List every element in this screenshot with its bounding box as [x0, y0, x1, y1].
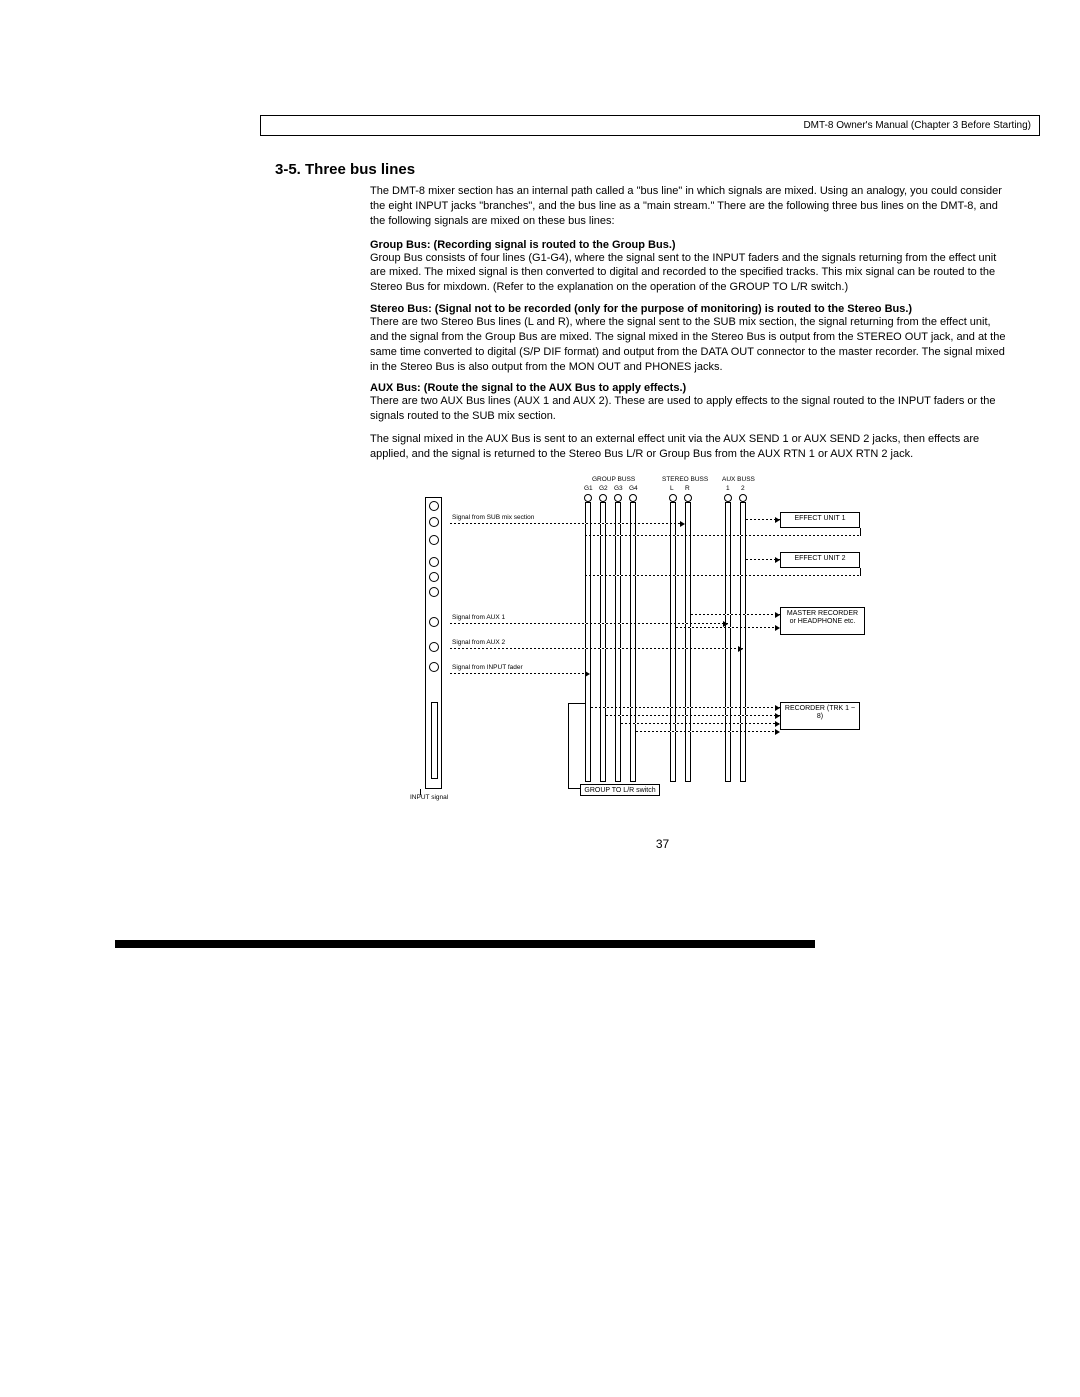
bus-lines-diagram: GROUP BUSS STEREO BUSS AUX BUSS G1 G2 G3…	[420, 477, 880, 817]
bus-bar-g3	[615, 502, 621, 782]
arrow-right-icon	[680, 521, 685, 527]
knob-icon	[429, 535, 439, 545]
section-title: 3-5. Three bus lines	[275, 161, 1050, 178]
knob-icon	[429, 517, 439, 527]
group-bus-heading: Group Bus: (Recording signal is routed t…	[370, 239, 1010, 251]
line-icon	[420, 789, 421, 795]
arrow-right-icon	[585, 671, 590, 677]
aux-bus-body2: The signal mixed in the AUX Bus is sent …	[370, 432, 1010, 462]
bus-bar-g4	[630, 502, 636, 782]
hatch-line-icon	[450, 648, 743, 649]
g4-circle-icon	[629, 494, 637, 502]
arrow-right-icon	[775, 557, 780, 563]
body-content: The DMT-8 mixer section has an internal …	[275, 184, 1050, 817]
effect-unit-1-box: EFFECT UNIT 1	[780, 512, 860, 528]
hatch-line-icon	[450, 523, 680, 524]
hatch-line-icon	[606, 715, 780, 716]
stereo-buss-label: STEREO BUSS	[662, 477, 708, 484]
hatch-line-icon	[636, 731, 780, 732]
aux-buss-label: AUX BUSS	[722, 477, 755, 484]
bus-bar-g1	[585, 502, 591, 782]
hatch-line-icon	[691, 614, 780, 615]
knob-icon	[429, 557, 439, 567]
intro-paragraph: The DMT-8 mixer section has an internal …	[370, 184, 1010, 229]
bus-bar-aux1	[725, 502, 731, 782]
line-icon	[568, 703, 585, 704]
a2-circle-icon	[739, 494, 747, 502]
arrow-right-icon	[775, 721, 780, 727]
knob-icon	[429, 572, 439, 582]
page-number: 37	[275, 837, 1050, 851]
l-circle-icon	[669, 494, 677, 502]
master-recorder-box: MASTER RECORDER or HEADPHONE etc.	[780, 607, 865, 635]
effect-unit-2-box: EFFECT UNIT 2	[780, 552, 860, 568]
g1-label: G1	[584, 486, 593, 493]
fader-icon	[431, 702, 438, 779]
bus-bar-r	[685, 502, 691, 782]
knob-icon	[429, 642, 439, 652]
group-buss-label: GROUP BUSS	[592, 477, 635, 484]
arrow-right-icon	[775, 517, 780, 523]
arrow-right-icon	[775, 705, 780, 711]
aux-bus-heading: AUX Bus: (Route the signal to the AUX Bu…	[370, 382, 1010, 394]
g2-circle-icon	[599, 494, 607, 502]
g1-circle-icon	[584, 494, 592, 502]
stereo-bus-heading: Stereo Bus: (Signal not to be recorded (…	[370, 303, 1010, 315]
arrow-right-icon	[738, 646, 743, 652]
signal-input-fader-label: Signal from INPUT fader	[452, 665, 523, 672]
hatch-line-icon	[591, 707, 780, 708]
a1-label: 1	[726, 486, 730, 493]
aux-bus-body1: There are two AUX Bus lines (AUX 1 and A…	[370, 394, 1010, 424]
hatch-line-icon	[621, 723, 780, 724]
g4-label: G4	[629, 486, 638, 493]
knob-icon	[429, 587, 439, 597]
knob-icon	[429, 617, 439, 627]
signal-sub-label: Signal from SUB mix section	[452, 515, 534, 522]
knob-icon	[429, 501, 439, 511]
hatch-line-icon	[450, 673, 590, 674]
line-icon	[860, 528, 861, 536]
r-label: R	[685, 486, 690, 493]
recorder-box: RECORDER (TRK 1 ~ 8)	[780, 702, 860, 730]
divider-bar	[115, 940, 815, 948]
line-icon	[568, 788, 580, 789]
knob-icon	[429, 662, 439, 672]
arrow-right-icon	[775, 625, 780, 631]
page-chapter-header: DMT-8 Owner's Manual (Chapter 3 Before S…	[260, 115, 1040, 136]
hatch-line-icon	[676, 627, 780, 628]
g3-label: G3	[614, 486, 623, 493]
bus-bar-l	[670, 502, 676, 782]
a2-label: 2	[741, 486, 745, 493]
manual-page: DMT-8 Owner's Manual (Chapter 3 Before S…	[0, 0, 1080, 851]
arrow-right-icon	[775, 713, 780, 719]
l-label: L	[670, 486, 674, 493]
a1-circle-icon	[724, 494, 732, 502]
arrow-right-icon	[775, 729, 780, 735]
bus-bar-aux2	[740, 502, 746, 782]
stereo-bus-body: There are two Stereo Bus lines (L and R)…	[370, 315, 1010, 374]
hatch-line-icon	[585, 535, 860, 536]
g2-label: G2	[599, 486, 608, 493]
g3-circle-icon	[614, 494, 622, 502]
hatch-line-icon	[450, 623, 728, 624]
group-to-lr-box: GROUP TO L/R switch	[580, 784, 660, 796]
r-circle-icon	[684, 494, 692, 502]
group-bus-body: Group Bus consists of four lines (G1-G4)…	[370, 251, 1010, 296]
line-icon	[860, 568, 861, 576]
signal-aux1-label: Signal from AUX 1	[452, 615, 505, 622]
hatch-line-icon	[585, 575, 860, 576]
input-signal-label: INPUT signal	[410, 795, 448, 802]
arrow-right-icon	[775, 612, 780, 618]
bus-bar-g2	[600, 502, 606, 782]
signal-aux2-label: Signal from AUX 2	[452, 640, 505, 647]
line-icon	[568, 703, 569, 788]
